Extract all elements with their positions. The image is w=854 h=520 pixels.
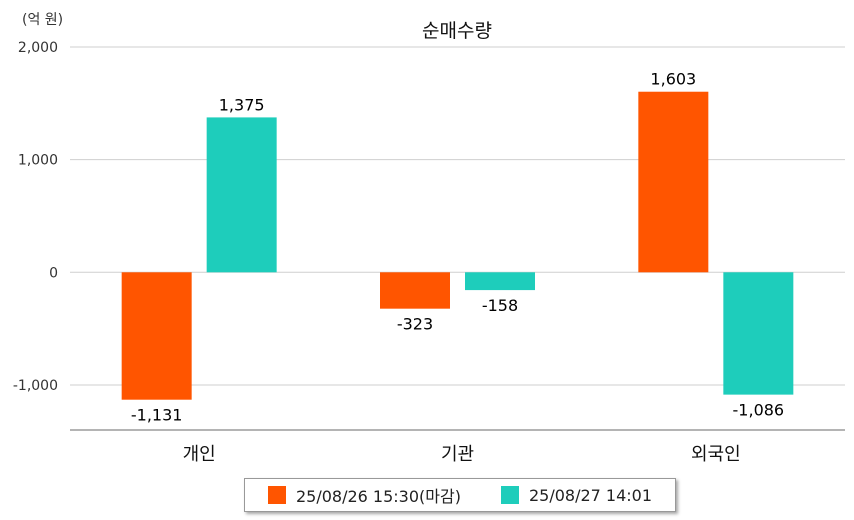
legend-label-series-1: 25/08/26 15:30(마감) xyxy=(295,487,461,506)
bars xyxy=(121,91,794,400)
y-axis-ticks: 2,000 1,000 0 -1,000 xyxy=(13,40,58,394)
legend-label-series-2: 25/08/27 14:01 xyxy=(528,485,653,505)
bar-2[interactable] xyxy=(465,272,535,291)
y-tick-label: 0 xyxy=(49,265,58,281)
data-label: -323 xyxy=(397,315,433,334)
legend-swatch-series-2 xyxy=(500,486,519,504)
legend-item-series-1[interactable]: 25/08/26 15:30(마감) xyxy=(267,483,461,507)
data-label: -158 xyxy=(482,296,518,315)
data-label: -1,131 xyxy=(131,406,183,425)
y-tick-label: -1,000 xyxy=(13,378,58,394)
legend-item-series-2[interactable]: 25/08/27 14:01 xyxy=(500,485,653,505)
x-category-label: 기관 xyxy=(441,444,474,465)
bar-2[interactable] xyxy=(206,117,277,273)
y-unit-label: (억 원) xyxy=(22,12,63,28)
value-labels: -1,131 1,375 -323 -158 1,603 -1,086 xyxy=(131,70,784,425)
gridlines xyxy=(70,46,845,386)
bar-1[interactable] xyxy=(121,272,192,400)
y-tick-label: 1,000 xyxy=(18,153,58,169)
bar-1[interactable] xyxy=(380,272,450,309)
legend: 25/08/26 15:30(마감) 25/08/27 14:01 xyxy=(244,478,676,512)
data-label: -1,086 xyxy=(733,401,785,420)
x-category-label: 외국인 xyxy=(691,444,741,465)
y-tick-label: 2,000 xyxy=(18,40,58,56)
data-label: 1,375 xyxy=(219,95,265,114)
x-axis-categories: 개인 기관 외국인 xyxy=(183,444,741,465)
bar-1[interactable] xyxy=(638,91,709,273)
legend-swatch-series-1 xyxy=(267,486,286,504)
bar-2[interactable] xyxy=(723,272,794,395)
chart-title: 순매수량 xyxy=(422,20,492,42)
x-category-label: 개인 xyxy=(183,444,216,465)
data-label: 1,603 xyxy=(650,70,696,89)
